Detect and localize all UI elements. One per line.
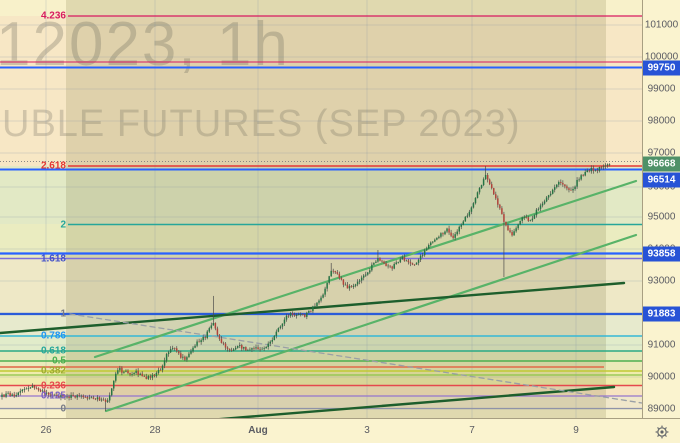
time-tick-9: 9 xyxy=(573,425,579,436)
channel-lower[interactable] xyxy=(104,233,638,413)
horizontal-lines xyxy=(0,15,642,410)
price-badge-96668: 96668 xyxy=(643,156,680,172)
candles xyxy=(1,163,611,411)
price-badge-93858: 93858 xyxy=(643,246,680,262)
price-badge-96514: 96514 xyxy=(643,172,680,188)
price-tick-99000: 99000 xyxy=(647,83,676,95)
time-tick-Aug: Aug xyxy=(248,425,268,436)
fib-fill-bands xyxy=(0,0,642,418)
price-tick-98000: 98000 xyxy=(647,115,676,127)
dark-green-bottom[interactable] xyxy=(160,385,616,424)
time-tick-28: 28 xyxy=(149,425,161,436)
time-axis[interactable]: 26 28 Aug 3 7 9 xyxy=(0,418,643,443)
price-tick-91000: 91000 xyxy=(647,339,676,351)
price-tick-100000: 100000 xyxy=(644,51,679,63)
price-axis[interactable]: 1010001000009900098000970009600095000940… xyxy=(643,0,680,418)
price-tick-89000: 89000 xyxy=(647,403,676,415)
axis-corner xyxy=(643,418,680,443)
price-badge-99750: 99750 xyxy=(643,60,680,76)
trend-lines xyxy=(0,179,642,424)
price-tick-97000: 97000 xyxy=(647,147,676,159)
time-tick-7: 7 xyxy=(469,425,475,436)
dark-green-mid[interactable] xyxy=(0,281,626,335)
price-tick-101000: 101000 xyxy=(644,19,679,31)
time-tick-26: 26 xyxy=(40,425,52,436)
price-tick-95000: 95000 xyxy=(647,211,676,223)
dashed-downtrend[interactable] xyxy=(69,313,642,404)
price-tick-90000: 90000 xyxy=(647,371,676,383)
channel-upper[interactable] xyxy=(93,179,638,359)
price-tick-93000: 93000 xyxy=(647,275,676,287)
time-tick-3: 3 xyxy=(364,425,370,436)
price-badge-91883: 91883 xyxy=(643,306,680,322)
axis-separator xyxy=(642,0,643,443)
price-scale-settings-icon[interactable] xyxy=(654,424,670,440)
